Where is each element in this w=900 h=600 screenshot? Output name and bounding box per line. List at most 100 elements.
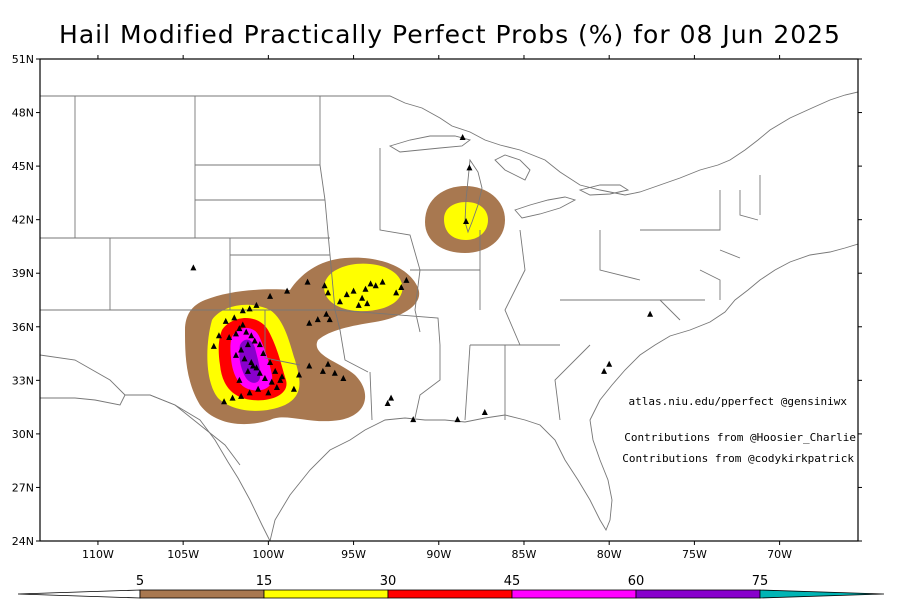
hail-report-marker [244, 341, 251, 348]
hail-report-marker [268, 378, 275, 385]
hail-report-marker [260, 350, 267, 357]
colorbar-segment [139, 589, 265, 599]
longitude-label: 80W [597, 548, 622, 561]
longitude-label: 105W [167, 548, 199, 561]
hail-report-marker [253, 364, 260, 371]
hail-report-markers [190, 134, 654, 423]
latitude-labels: 51N 48N 45N 42N 39N 36N 33N 30N 27N 24N [12, 53, 34, 548]
credit-text: Contributions from @Hoosier_Charlie [624, 431, 856, 444]
hail-report-marker [319, 367, 326, 374]
hail-report-marker [463, 217, 470, 224]
credits: atlas.niu.edu/pperfect @gensiniwx Contrib… [622, 395, 856, 465]
hail-report-marker [267, 292, 274, 299]
hail-report-marker [314, 316, 321, 323]
hail-report-marker [326, 316, 333, 323]
longitude-label: 85W [512, 548, 537, 561]
longitude-labels: 110W 105W 100W 95W 90W 85W 80W 75W 70W [82, 548, 792, 561]
hail-report-marker [248, 332, 255, 339]
great-lakes [388, 135, 630, 234]
hail-report-marker [466, 164, 473, 171]
colorbar-label: 15 [256, 574, 273, 589]
colorbar-segment [387, 589, 513, 599]
hail-report-marker [243, 328, 250, 335]
longitude-label: 90W [426, 548, 451, 561]
latitude-label: 30N [12, 428, 34, 441]
colorbar-segment [511, 589, 637, 599]
colorbar-label: 45 [504, 574, 521, 589]
hail-report-marker [459, 134, 466, 141]
longitude-label: 95W [341, 548, 366, 561]
latitude-label: 27N [12, 481, 34, 494]
probability-contours [185, 186, 505, 425]
hail-report-marker [226, 333, 233, 340]
colorbar-label: 5 [136, 574, 144, 589]
longitude-label: 75W [682, 548, 707, 561]
coastline-gulf [40, 243, 858, 541]
hail-report-marker [296, 371, 303, 378]
hail-report-marker [384, 400, 391, 407]
hail-report-marker [231, 314, 238, 321]
colorbar-segment [263, 589, 389, 599]
colorbar: 5 15 30 45 60 75 [17, 574, 885, 599]
hail-report-marker [410, 416, 417, 423]
hail-report-marker [239, 307, 246, 314]
hail-report-marker [290, 385, 297, 392]
hail-report-marker [388, 394, 395, 401]
hail-report-marker [232, 330, 239, 337]
colorbar-label: 60 [628, 574, 645, 589]
hail-report-marker [367, 280, 374, 287]
hail-report-marker [304, 278, 311, 285]
hail-report-marker [277, 376, 284, 383]
longitude-label: 110W [82, 548, 114, 561]
longitude-label: 70W [767, 548, 792, 561]
hail-report-marker [372, 282, 379, 289]
latitude-label: 24N [12, 535, 34, 548]
hail-report-marker [265, 389, 272, 396]
latitude-label: 36N [12, 321, 34, 334]
hail-report-marker [222, 317, 229, 324]
latitude-label: 33N [12, 374, 34, 387]
hail-report-marker [601, 367, 608, 374]
hail-report-marker [238, 392, 245, 399]
colorbar-arrow-left [17, 589, 141, 599]
credit-text: atlas.niu.edu/pperfect @gensiniwx [628, 395, 847, 408]
hail-report-marker [256, 341, 263, 348]
colorbar-label: 75 [752, 574, 769, 589]
hail-report-marker [306, 319, 313, 326]
hail-report-marker [232, 351, 239, 358]
hail-report-marker [238, 346, 245, 353]
hail-report-marker [331, 369, 338, 376]
hail-report-marker [261, 375, 268, 382]
geography-lines [40, 91, 858, 541]
latitude-label: 39N [12, 267, 34, 280]
hail-report-marker [250, 362, 257, 369]
hail-report-marker [364, 300, 371, 307]
hail-report-marker [272, 367, 279, 374]
hail-report-marker [398, 284, 405, 291]
hail-report-marker [321, 282, 328, 289]
hail-report-marker [343, 291, 350, 298]
latitude-label: 42N [12, 214, 34, 227]
hail-report-marker [229, 394, 236, 401]
latitude-label: 51N [12, 53, 34, 66]
hail-report-marker [606, 360, 613, 367]
hail-report-marker [246, 305, 253, 312]
hail-report-marker [481, 408, 488, 415]
hail-report-marker [355, 301, 362, 308]
hail-report-marker [253, 301, 260, 308]
hail-report-marker [379, 278, 386, 285]
hail-report-marker [241, 355, 248, 362]
hail-report-marker [255, 385, 262, 392]
hail-report-marker [403, 276, 410, 283]
map-frame [39, 58, 859, 542]
hail-report-marker [362, 285, 369, 292]
map-title: Hail Modified Practically Perfect Probs … [59, 20, 841, 49]
axis-ticks [36, 55, 862, 545]
hail-report-marker [323, 310, 330, 317]
hail-report-marker [273, 383, 280, 390]
latitude-label: 48N [12, 107, 34, 120]
hail-report-marker [246, 389, 253, 396]
hail-report-marker [325, 289, 332, 296]
contour-15-kansas [324, 263, 403, 312]
